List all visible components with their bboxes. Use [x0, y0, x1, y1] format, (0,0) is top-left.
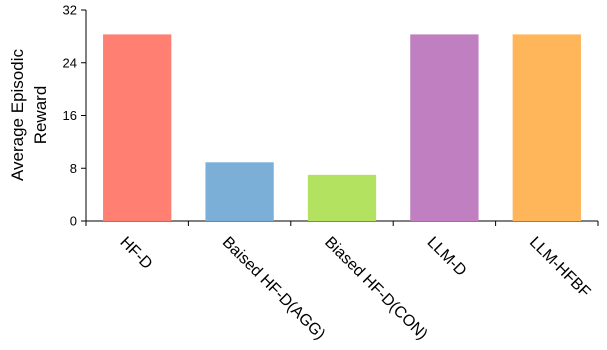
x-tick-label: Biased HF-D(CON) — [321, 234, 430, 343]
x-tick-label: LLM-D — [424, 234, 470, 280]
bar — [512, 34, 581, 221]
y-axis-title: Average Episodic Reward — [8, 49, 50, 181]
x-tick-label: HF-D — [116, 234, 155, 273]
y-tick-label: 0 — [70, 214, 77, 229]
y-tick-label: 32 — [63, 3, 77, 18]
y-tick-label: 16 — [63, 108, 77, 123]
bar — [205, 162, 274, 221]
x-tick-label: LLM-HFBF — [526, 234, 593, 301]
bar — [307, 174, 377, 221]
y-axis-title-line-2: Reward — [31, 86, 50, 145]
y-tick-label: 24 — [63, 55, 77, 70]
x-tick-label: Baised HF-D(AGG) — [219, 234, 328, 343]
x-ticks: HF-D Baised HF-D(AGG)Biased HF-D(CON)LLM-… — [85, 221, 599, 343]
y-axis-title-line-1: Average Episodic — [8, 49, 27, 181]
y-tick-label: 8 — [70, 161, 77, 176]
bars — [103, 34, 581, 221]
bar — [410, 34, 479, 221]
y-ticks: 0 8 16 24 32 — [63, 3, 86, 229]
bar — [103, 34, 172, 221]
